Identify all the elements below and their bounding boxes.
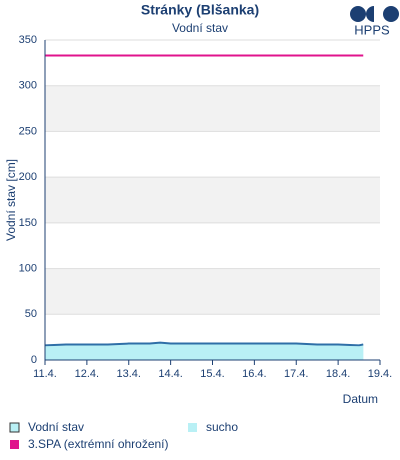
x-tick-label: 16.4. — [242, 368, 266, 380]
x-tick-label: 18.4. — [326, 368, 350, 380]
x-tick-label: 17.4. — [284, 368, 308, 380]
x-tick-label: 14.4. — [158, 368, 182, 380]
legend-swatch — [10, 440, 19, 449]
y-tick-label: 350 — [19, 34, 37, 46]
plot-band — [45, 177, 380, 223]
plot-band — [45, 85, 380, 132]
legend-label: 3.SPA (extrémní ohrožení) — [28, 437, 169, 451]
y-tick-label: 300 — [19, 80, 37, 92]
plot-band — [45, 268, 380, 315]
y-tick-label: 0 — [31, 354, 37, 366]
x-tick-label: 15.4. — [200, 368, 224, 380]
area — [45, 346, 364, 360]
chart-title: Stránky (Blšanka) — [141, 2, 259, 18]
y-tick-label: 200 — [19, 171, 37, 183]
legend-label: Vodní stav — [28, 420, 84, 434]
y-tick-label: 150 — [19, 217, 37, 229]
y-tick-label: 100 — [19, 262, 37, 274]
legend-swatch — [188, 423, 197, 432]
legend-label: sucho — [206, 420, 238, 434]
x-tick-label: 19.4. — [368, 368, 392, 380]
chart-subtitle: Vodní stav — [172, 21, 228, 35]
x-axis-label: Datum — [343, 392, 378, 406]
line — [44, 341, 364, 347]
x-tick-label: 13.4. — [117, 368, 141, 380]
y-tick-label: 50 — [25, 308, 37, 320]
y-tick-label: 250 — [19, 125, 37, 137]
legend-swatch — [9, 422, 20, 433]
y-axis-label: Vodní stav [cm] — [4, 159, 18, 241]
logo-text: HPPS — [354, 22, 390, 37]
x-tick-label: 11.4. — [33, 368, 57, 380]
x-tick-label: 12.4. — [75, 368, 99, 380]
logo-icon — [350, 6, 399, 22]
